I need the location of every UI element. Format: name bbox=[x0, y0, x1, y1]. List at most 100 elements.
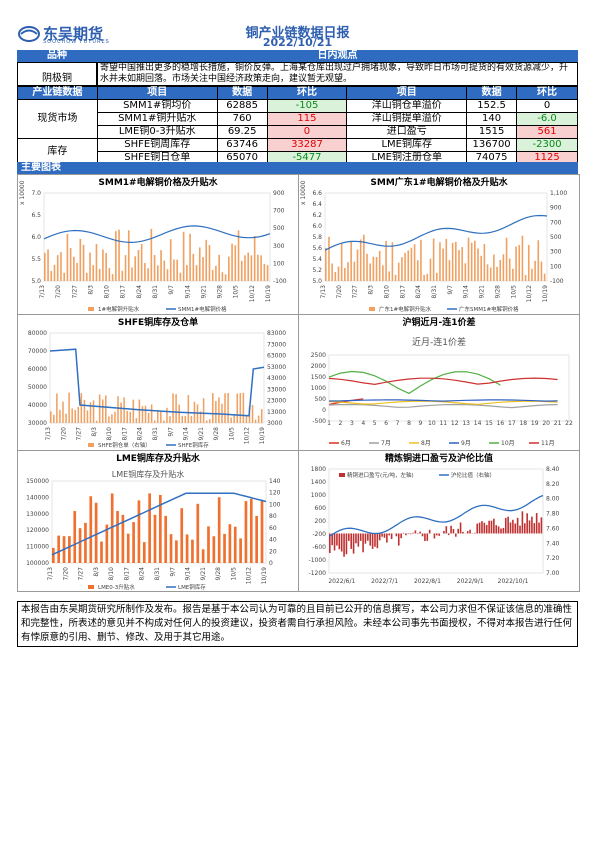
bar bbox=[160, 412, 162, 423]
bar bbox=[95, 503, 98, 563]
bar bbox=[157, 265, 159, 281]
table-cell: 0 bbox=[517, 100, 578, 113]
legend-entry: SHFE铜仓单（右轴） bbox=[98, 441, 151, 449]
chart-inner-title: 近月-连1价差 bbox=[412, 336, 466, 348]
bar bbox=[71, 408, 73, 423]
bar bbox=[166, 408, 168, 423]
x-tick-label: 9/21 bbox=[200, 285, 207, 299]
bar bbox=[518, 245, 520, 281]
x-tick-label: 8/24 bbox=[139, 567, 146, 581]
bar bbox=[62, 402, 64, 423]
bar bbox=[480, 256, 482, 281]
bar bbox=[401, 257, 403, 281]
left-tick-label: -200 bbox=[312, 531, 326, 538]
x-tick-label: 9/7 bbox=[168, 285, 175, 295]
left-tick-label: -1200 bbox=[309, 570, 327, 577]
bar bbox=[117, 396, 119, 423]
right-tick-label: 63000 bbox=[267, 353, 286, 360]
right-tick-label: -100 bbox=[273, 278, 287, 285]
left-tick-label: 2000 bbox=[311, 363, 326, 370]
legend-entry: 广东1#电解铜升贴水 bbox=[379, 305, 432, 313]
bar bbox=[434, 533, 436, 538]
bar bbox=[59, 410, 61, 423]
bar bbox=[252, 405, 254, 423]
x-tick-label: 8/31 bbox=[152, 427, 159, 441]
bar bbox=[526, 513, 528, 533]
bar bbox=[362, 533, 364, 552]
left-tick-label: 60000 bbox=[28, 366, 47, 373]
bar bbox=[487, 264, 489, 281]
bar bbox=[398, 263, 400, 281]
bar bbox=[246, 416, 248, 423]
bar bbox=[228, 257, 230, 281]
bar bbox=[499, 260, 501, 281]
bar bbox=[458, 250, 460, 281]
bar bbox=[231, 244, 233, 281]
bar bbox=[74, 410, 76, 423]
bar bbox=[255, 420, 257, 423]
bar bbox=[436, 533, 438, 535]
bar bbox=[365, 533, 367, 543]
bar bbox=[525, 275, 527, 281]
bar bbox=[336, 533, 338, 545]
bar bbox=[335, 272, 337, 281]
bar bbox=[188, 395, 190, 423]
bar bbox=[196, 265, 198, 281]
bar bbox=[108, 416, 110, 423]
bar bbox=[430, 259, 432, 281]
bar bbox=[180, 273, 182, 281]
bar bbox=[96, 421, 98, 423]
bar bbox=[186, 265, 188, 281]
table-cell: 152.5 bbox=[467, 100, 517, 113]
bar bbox=[193, 254, 195, 281]
bar bbox=[544, 274, 546, 281]
table-cell: 69.25 bbox=[217, 126, 267, 139]
bar bbox=[178, 405, 180, 423]
bar bbox=[92, 265, 94, 281]
bar bbox=[163, 261, 165, 281]
right-tick-label: 100 bbox=[269, 501, 281, 508]
left-tick-label: 6.6 bbox=[312, 190, 322, 197]
bar bbox=[148, 493, 151, 563]
section-view: 日内观点 bbox=[97, 50, 578, 62]
legend-entry: 9月 bbox=[461, 440, 471, 447]
bar bbox=[229, 524, 232, 563]
x-tick-label: 8/24 bbox=[415, 285, 422, 299]
chart-shfe-stock: SHFE铜库存及仓单 80000 70000 60000 50000 40000 30000… bbox=[17, 314, 299, 452]
bar bbox=[386, 533, 388, 542]
bar bbox=[512, 520, 514, 534]
left-tick-label: 0 bbox=[322, 407, 326, 414]
bar bbox=[493, 519, 495, 534]
table-row: SMM1#铜升贴水 760 115 洋山铜提单溢价 140 -6.0 bbox=[18, 113, 578, 126]
bar bbox=[341, 533, 343, 551]
bar bbox=[415, 530, 417, 533]
legend-entry: 7月 bbox=[381, 440, 391, 447]
table-cell: 1515 bbox=[467, 126, 517, 139]
bar bbox=[509, 259, 511, 281]
bar bbox=[381, 533, 383, 536]
right-tick-label: 7.20 bbox=[546, 555, 560, 562]
right-tick-label: 8.00 bbox=[546, 496, 560, 503]
bar bbox=[448, 533, 450, 535]
right-tick-label: 700 bbox=[273, 208, 285, 215]
bar bbox=[206, 420, 208, 423]
table-row: LME铜0-3升贴水 69.25 0 进口盈亏 1515 561 bbox=[18, 126, 578, 139]
x-tick-label: 9/14 bbox=[184, 285, 191, 299]
x-tick-label: 6 bbox=[384, 420, 388, 427]
left-tick-label: 1400 bbox=[311, 479, 326, 486]
right-tick-label: 33000 bbox=[267, 386, 286, 393]
table-cell: 62885 bbox=[217, 100, 267, 113]
bar bbox=[395, 275, 397, 281]
bar bbox=[514, 524, 516, 534]
bar bbox=[346, 533, 348, 554]
bar bbox=[227, 393, 229, 423]
x-tick-label: 8/3 bbox=[93, 567, 100, 577]
left-tick-label: 5.8 bbox=[312, 234, 322, 241]
bar bbox=[87, 410, 89, 423]
bar bbox=[251, 255, 253, 281]
right-tick-label: 500 bbox=[273, 225, 285, 232]
bar bbox=[261, 500, 264, 563]
left-tick-label: 6.5 bbox=[31, 212, 41, 219]
bar bbox=[391, 533, 393, 539]
bar bbox=[240, 393, 242, 423]
